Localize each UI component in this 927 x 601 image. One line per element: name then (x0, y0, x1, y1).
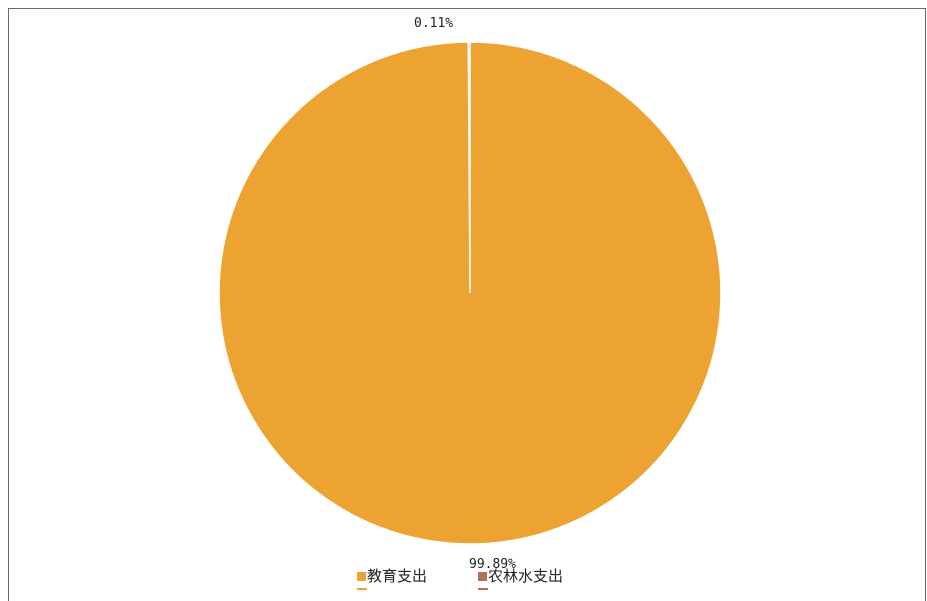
legend-underline (357, 588, 367, 590)
slice-label-1: 0.11% (414, 16, 453, 31)
legend-label: 教育支出 (367, 567, 428, 585)
legend-swatch (357, 572, 366, 581)
legend-label: 农林水支出 (488, 567, 564, 585)
legend-underline (478, 588, 488, 590)
legend-swatch (478, 572, 487, 581)
pie-slice-0[interactable] (218, 41, 722, 545)
slice-label-0: 99.89% (469, 557, 516, 572)
pie-labels: 0.11% 99.89% (414, 16, 516, 572)
pie-slices (218, 41, 722, 545)
